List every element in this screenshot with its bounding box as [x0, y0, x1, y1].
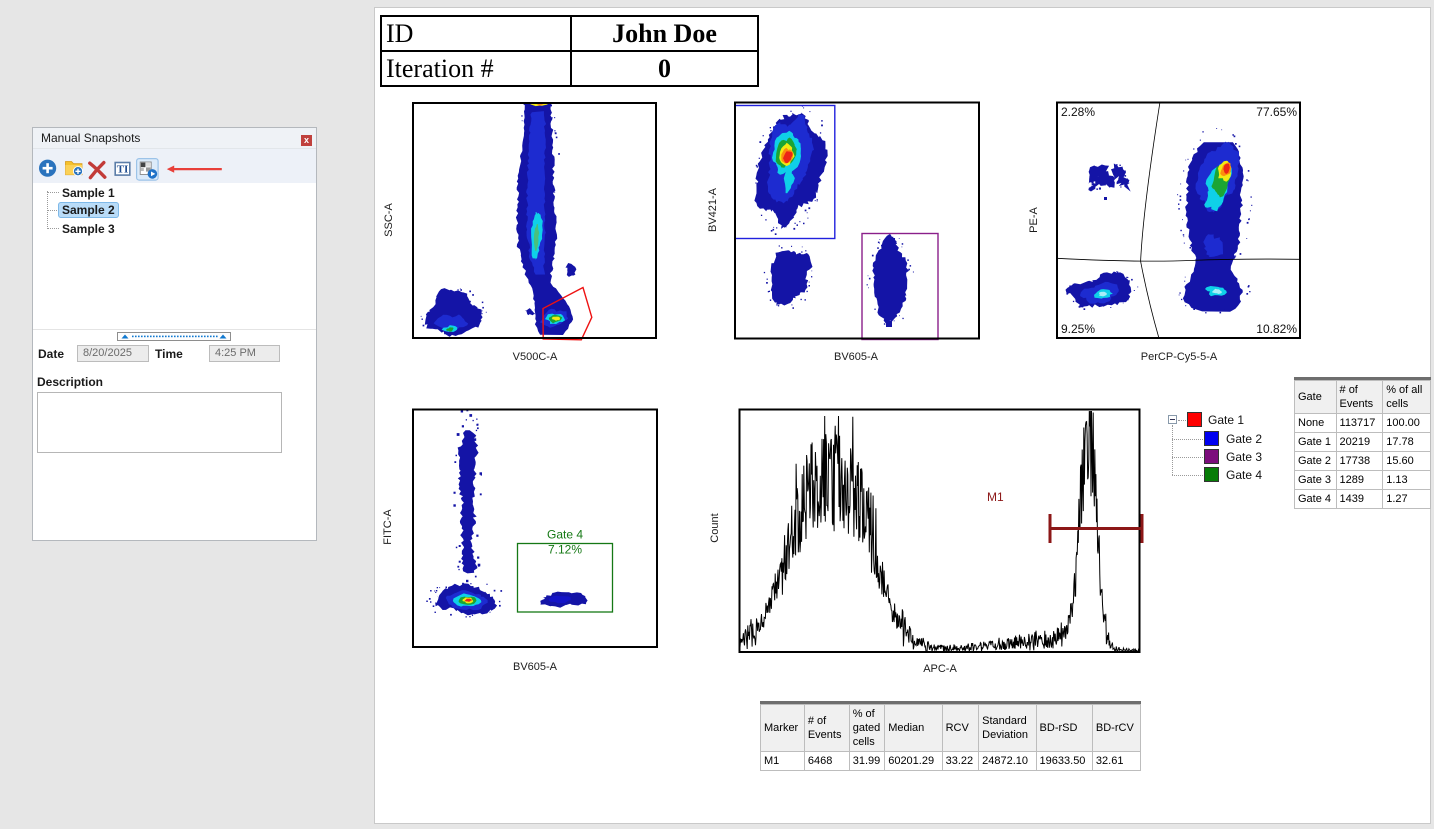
- svg-text:7.12%: 7.12%: [548, 543, 582, 557]
- svg-text:TI: TI: [117, 164, 129, 176]
- svg-text:10.82%: 10.82%: [1256, 322, 1297, 336]
- svg-text:2.28%: 2.28%: [1061, 105, 1095, 119]
- svg-text:77.65%: 77.65%: [1256, 105, 1297, 119]
- svg-text:Gate 4: Gate 4: [547, 528, 583, 542]
- svg-text:9.25%: 9.25%: [1061, 322, 1095, 336]
- svg-text:M1: M1: [987, 490, 1004, 504]
